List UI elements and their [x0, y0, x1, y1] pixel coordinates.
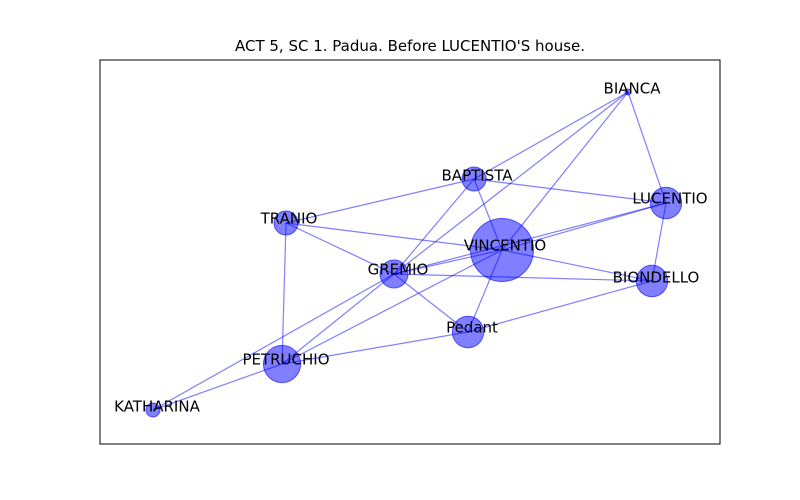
edge-bianca-lucentio [627, 91, 667, 204]
edge-baptista-gremio [393, 178, 475, 275]
edge-petruchio-katharina [152, 363, 283, 411]
node-label-lucentio: LUCENTIO [632, 190, 707, 208]
edge-layer [152, 91, 667, 411]
node-tranio [273, 210, 299, 236]
plot-frame [99, 59, 721, 445]
edge-tranio-gremio [285, 222, 395, 275]
node-baptista [461, 166, 487, 192]
edge-bianca-gremio [393, 91, 629, 275]
node-petruchio [262, 344, 302, 384]
edge-bianca-vincentio [501, 91, 629, 251]
node-katharina [145, 402, 161, 418]
node-layer [145, 88, 683, 418]
edge-gremio-katharina [152, 273, 395, 411]
node-label-bianca: BIANCA [604, 80, 662, 98]
node-label-baptista: BAPTISTA [442, 167, 514, 185]
label-layer: VINCENTIO BAPTISTA LUCENTIO BIANCA TRANIO GRE… [114, 80, 707, 416]
edge-vincentio-petruchio [281, 249, 503, 365]
edge-baptista-lucentio [473, 178, 667, 204]
node-label-gremio: GREMIO [368, 261, 429, 279]
node-vincentio [470, 218, 534, 282]
chart-title: ACT 5, SC 1. Padua. Before LUCENTIO'S ho… [235, 37, 585, 55]
edge-tranio-vincentio [285, 222, 503, 251]
edge-baptista-tranio [285, 178, 475, 224]
edge-pedant-petruchio [281, 331, 469, 365]
node-label-tranio: TRANIO [260, 210, 318, 228]
node-label-pedant: Pedant [446, 319, 498, 337]
edge-bianca-baptista [473, 91, 629, 180]
node-label-katharina: KATHARINA [114, 398, 200, 416]
edge-tranio-petruchio [281, 222, 287, 365]
edge-biondello-pedant [467, 280, 653, 333]
edge-gremio-biondello [393, 273, 653, 282]
node-pedant [451, 315, 485, 349]
node-label-petruchio: PETRUCHIO [242, 351, 329, 369]
node-lucentio [649, 186, 683, 220]
node-bianca [624, 88, 632, 96]
node-biondello [635, 264, 669, 298]
node-label-vincentio: VINCENTIO [464, 237, 546, 255]
edge-gremio-petruchio [281, 273, 395, 365]
node-gremio [379, 259, 409, 289]
node-label-biondello: BIONDELLO [613, 269, 700, 287]
